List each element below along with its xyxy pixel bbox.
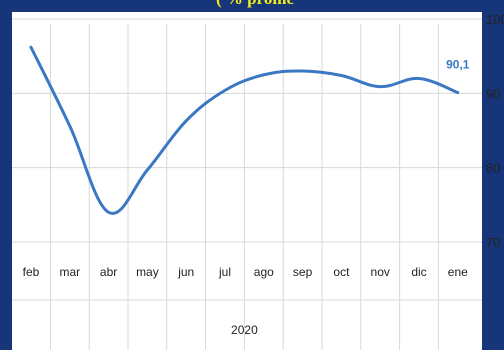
y-tick-label: 100 [486,12,504,27]
y-tick-labels: 70 80 90 100 [486,12,504,250]
x-tick-label: may [136,265,159,279]
y-tick-label: 80 [486,161,500,176]
grid-lines [12,18,482,350]
x-tick-label: feb [23,265,40,279]
x-tick-label: abr [100,265,117,279]
x-tick-label: ene [448,265,468,279]
x-tick-label: jun [177,265,194,279]
series-line [29,45,460,215]
x-tick-labels: feb mar abr may jun jul ago sep oct nov dic ene [23,265,468,279]
x-tick-label: dic [411,265,426,279]
chart-title-fragment: ( % prome [160,0,350,9]
x-tick-label: sep [293,265,313,279]
y-tick-label: 90 [486,86,500,101]
x-tick-label: oct [333,265,350,279]
x-axis-label: 2020 [231,323,258,337]
x-tick-label: ago [254,265,274,279]
x-tick-label: jul [218,265,231,279]
end-value-label: 90,1 [446,58,470,72]
x-tick-label: mar [59,265,80,279]
y-tick-label: 70 [486,235,500,250]
x-tick-label: nov [371,265,390,279]
